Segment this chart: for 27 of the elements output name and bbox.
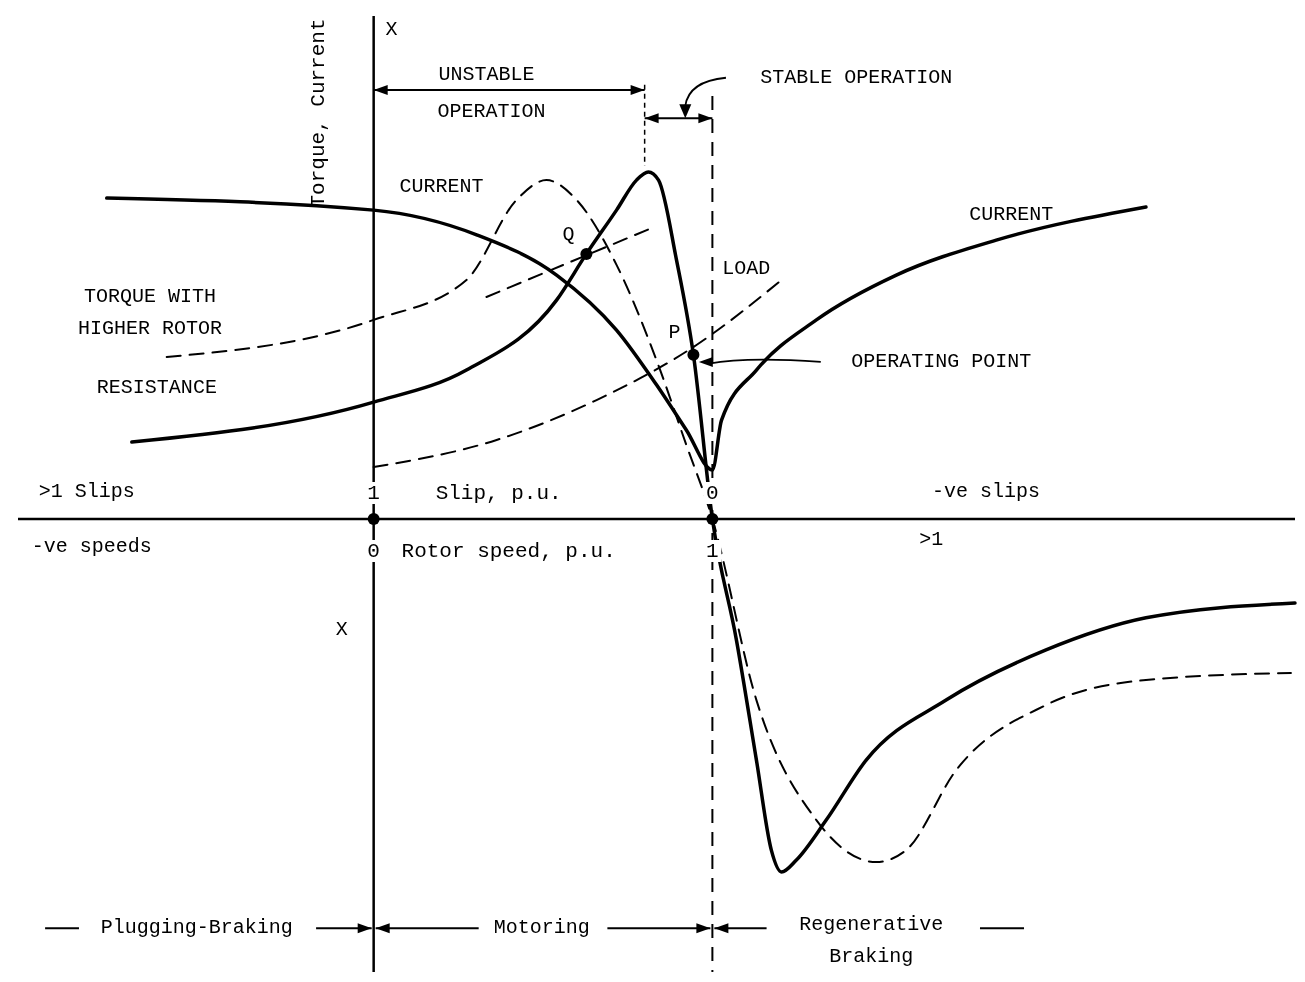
x2-tick-label: 0 (706, 482, 719, 505)
annotation: -ve speeds (31, 535, 152, 559)
y-axis-title: Torque, Current (306, 18, 330, 208)
annotation: >1 Slips (38, 480, 135, 504)
x2-axis-title: Slip, p.u. (435, 482, 562, 505)
annotation: CURRENT (399, 175, 484, 199)
annotation: LOAD (722, 256, 771, 280)
annotation: Q (562, 223, 575, 247)
text: UNSTABLE (438, 63, 535, 87)
text: STABLE OPERATION (760, 66, 953, 90)
text: OPERATION (437, 100, 546, 124)
x2-tick-label: 1 (367, 482, 380, 505)
annotation: P (668, 321, 681, 345)
annotation: HIGHER ROTOR (78, 316, 223, 340)
annotation: TORQUE WITH (84, 284, 217, 308)
annotation: >1 (919, 528, 944, 552)
x-axis-title: Rotor speed, p.u. (401, 540, 616, 563)
text: Regenerative (799, 913, 944, 937)
text: Plugging-Braking (100, 916, 293, 940)
text: Braking (829, 945, 914, 969)
annotation: RESISTANCE (96, 376, 217, 400)
text: X (385, 18, 398, 42)
annotation: CURRENT (969, 203, 1054, 227)
text: Motoring (493, 916, 590, 940)
annotation: OPERATING POINT (851, 350, 1032, 374)
annotation: X (335, 618, 348, 642)
annotation: -ve slips (932, 480, 1041, 504)
